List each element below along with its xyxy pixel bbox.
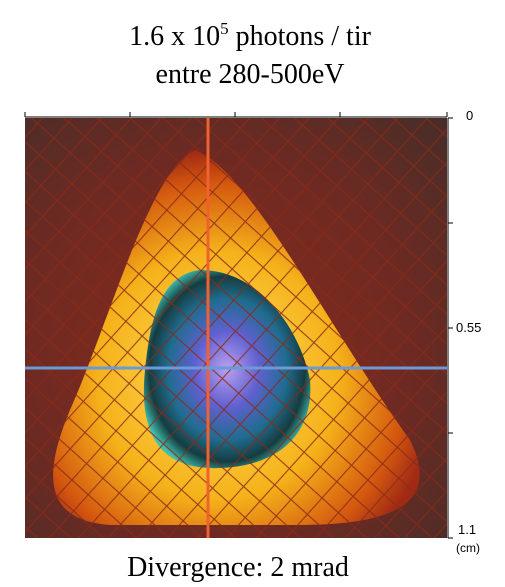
title-exponent: 5 <box>220 19 229 38</box>
axis-label: 0 <box>466 108 473 123</box>
caption: Divergence: 2 mrad <box>127 552 349 583</box>
axis-label: 0.55 <box>456 320 481 335</box>
title: 1.6 x 105 photons / tir <box>129 19 372 52</box>
axis-unit: (cm) <box>456 541 480 555</box>
mesh <box>25 118 447 538</box>
title-main: 1.6 x 10 <box>129 21 220 52</box>
subtitle: entre 280-500eV <box>156 59 345 90</box>
beam-image <box>25 118 447 538</box>
title-rest: photons / tir <box>229 21 372 52</box>
axes <box>24 112 453 539</box>
axis-label: 1.1 <box>458 522 476 537</box>
